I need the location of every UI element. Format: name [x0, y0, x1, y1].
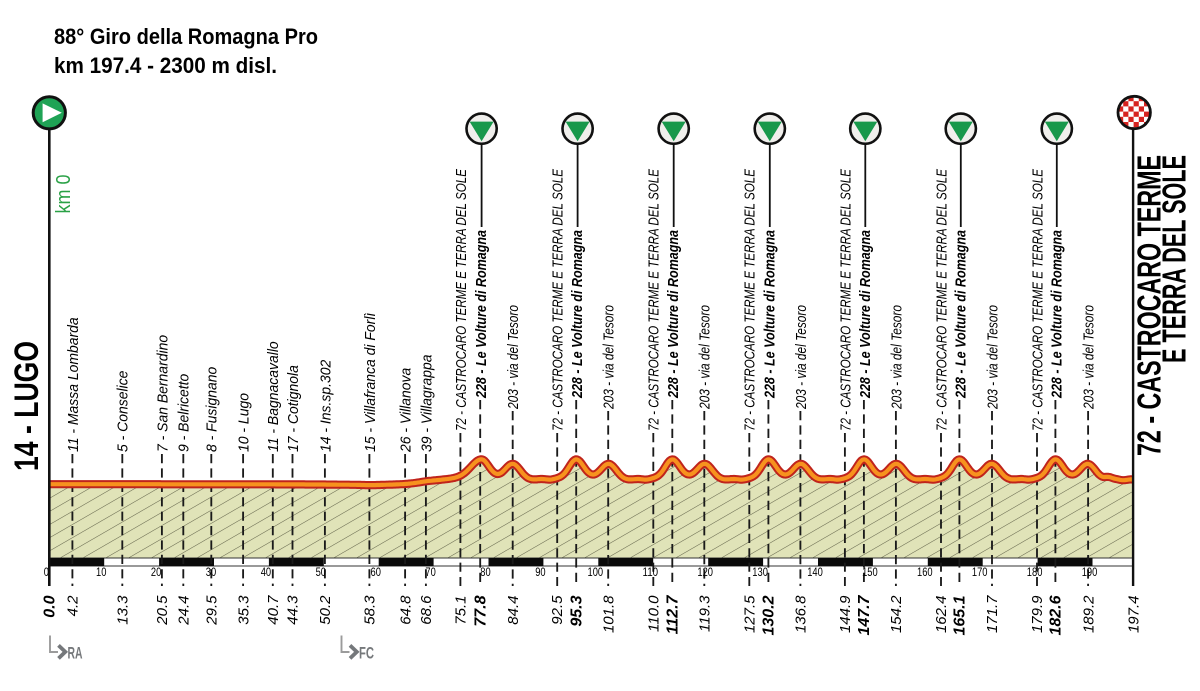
svg-text:228 - Le Volture di Romagna: 228 - Le Volture di Romagna: [1048, 230, 1065, 399]
svg-text:9 - Belricetto: 9 - Belricetto: [176, 374, 193, 452]
svg-text:120: 120: [697, 565, 713, 579]
svg-text:15 - Villafranca di Forlì: 15 - Villafranca di Forlì: [362, 313, 379, 452]
svg-text:150: 150: [862, 565, 878, 579]
svg-text:77.8: 77.8: [472, 595, 489, 626]
svg-text:11 - Massa Lombarda: 11 - Massa Lombarda: [65, 317, 82, 452]
svg-text:10: 10: [96, 565, 107, 579]
svg-text:162.4: 162.4: [933, 596, 950, 634]
svg-text:km 197.4 - 2300 m disl.: km 197.4 - 2300 m disl.: [54, 53, 277, 78]
svg-text:203 - via del Tesoro: 203 - via del Tesoro: [793, 305, 810, 410]
svg-text:189.2: 189.2: [1080, 595, 1097, 633]
svg-text:144.9: 144.9: [837, 595, 854, 633]
svg-text:FC: FC: [359, 644, 374, 663]
svg-text:72 - CASTROCARO TERME E TERRA: 72 - CASTROCARO TERME E TERRA DEL SOLE: [933, 168, 950, 431]
svg-text:39 - Villagrappa: 39 - Villagrappa: [418, 355, 435, 453]
svg-text:68.6: 68.6: [418, 595, 435, 625]
svg-text:11 - Bagnacavallo: 11 - Bagnacavallo: [265, 341, 282, 452]
svg-text:112.7: 112.7: [665, 594, 682, 634]
svg-text:84.4: 84.4: [505, 596, 522, 625]
svg-text:64.8: 64.8: [397, 595, 414, 625]
svg-text:228 - Le Volture di Romagna: 228 - Le Volture di Romagna: [761, 230, 778, 399]
svg-text:228 - Le Volture di Romagna: 228 - Le Volture di Romagna: [569, 230, 586, 399]
svg-text:5 - Conselice: 5 - Conselice: [115, 371, 132, 452]
svg-text:40.7: 40.7: [265, 595, 282, 625]
svg-text:119.3: 119.3: [697, 595, 714, 632]
svg-text:0.0: 0.0: [42, 595, 59, 617]
svg-text:60: 60: [371, 565, 382, 579]
svg-text:35.3: 35.3: [235, 595, 252, 625]
svg-text:160: 160: [917, 565, 933, 579]
svg-text:E TERRA DEL SOLE: E TERRA DEL SOLE: [1156, 155, 1193, 363]
svg-text:110: 110: [643, 565, 659, 579]
svg-text:40: 40: [261, 565, 272, 579]
svg-text:90: 90: [535, 565, 546, 579]
svg-text:136.8: 136.8: [793, 595, 810, 633]
svg-text:170: 170: [972, 565, 988, 579]
svg-text:180: 180: [1027, 565, 1043, 579]
svg-text:44.3: 44.3: [285, 595, 302, 625]
svg-text:70: 70: [425, 565, 436, 579]
svg-text:80: 80: [480, 565, 491, 579]
svg-text:100: 100: [588, 565, 604, 579]
svg-text:72 - CASTROCARO TERME E TERRA: 72 - CASTROCARO TERME E TERRA DEL SOLE: [646, 168, 663, 431]
svg-text:101.8: 101.8: [600, 595, 617, 633]
svg-text:228 - Le Volture di Romagna: 228 - Le Volture di Romagna: [665, 230, 682, 399]
svg-text:203 - via del Tesoro: 203 - via del Tesoro: [1081, 305, 1098, 410]
svg-text:75.1: 75.1: [453, 596, 470, 625]
svg-text:8 - Fusignano: 8 - Fusignano: [204, 367, 221, 452]
svg-text:13.3: 13.3: [115, 595, 132, 625]
svg-text:165.1: 165.1: [952, 595, 969, 635]
svg-text:203 - via del Tesoro: 203 - via del Tesoro: [888, 305, 905, 410]
svg-text:228 - Le Volture di Romagna: 228 - Le Volture di Romagna: [952, 230, 969, 399]
svg-text:RA: RA: [68, 644, 83, 663]
svg-text:197.4: 197.4: [1125, 596, 1142, 634]
svg-text:88° Giro della Romagna Pro: 88° Giro della Romagna Pro: [54, 24, 318, 49]
svg-text:171.7: 171.7: [984, 595, 1001, 633]
svg-text:24.4: 24.4: [176, 596, 193, 626]
svg-text:182.6: 182.6: [1048, 595, 1065, 635]
svg-text:50.2: 50.2: [317, 595, 334, 625]
svg-text:228 - Le Volture di Romagna: 228 - Le Volture di Romagna: [857, 230, 874, 399]
svg-text:30: 30: [206, 565, 217, 579]
svg-text:130: 130: [752, 565, 768, 579]
svg-text:26 - Villanova: 26 - Villanova: [398, 368, 415, 453]
svg-text:20: 20: [151, 565, 162, 579]
svg-text:190: 190: [1082, 565, 1098, 579]
svg-text:km 0: km 0: [53, 175, 75, 214]
svg-text:95.3: 95.3: [568, 595, 585, 626]
svg-text:72 - CASTROCARO TERME E TERRA: 72 - CASTROCARO TERME E TERRA DEL SOLE: [453, 168, 470, 431]
svg-text:72 - CASTROCARO TERME E TERRA: 72 - CASTROCARO TERME E TERRA DEL SOLE: [550, 168, 567, 431]
svg-text:154.2: 154.2: [888, 595, 905, 633]
svg-text:58.3: 58.3: [362, 595, 379, 625]
svg-text:130.2: 130.2: [761, 595, 778, 635]
svg-text:17 - Cotignola: 17 - Cotignola: [285, 365, 302, 452]
svg-text:179.9: 179.9: [1029, 595, 1046, 633]
svg-text:14 - Ins.sp.302: 14 - Ins.sp.302: [317, 359, 334, 452]
svg-text:72 - CASTROCARO TERME E TERRA: 72 - CASTROCARO TERME E TERRA DEL SOLE: [1029, 168, 1046, 431]
svg-text:14 - LUGO: 14 - LUGO: [8, 341, 46, 471]
svg-text:50: 50: [316, 565, 327, 579]
svg-text:203 - via del Tesoro: 203 - via del Tesoro: [984, 305, 1001, 410]
svg-text:228 - Le Volture di Romagna: 228 - Le Volture di Romagna: [473, 230, 490, 399]
svg-text:29.5: 29.5: [204, 595, 221, 626]
svg-text:203 - via del Tesoro: 203 - via del Tesoro: [505, 305, 522, 410]
svg-text:72 - CASTROCARO TERME E TERRA: 72 - CASTROCARO TERME E TERRA DEL SOLE: [742, 168, 759, 431]
svg-text:140: 140: [807, 565, 823, 579]
svg-text:7 - San Bernardino: 7 - San Bernardino: [154, 335, 171, 452]
svg-text:92.5: 92.5: [549, 595, 566, 625]
svg-text:20.5: 20.5: [154, 595, 171, 626]
svg-text:72 - CASTROCARO TERME: 72 - CASTROCARO TERME: [1131, 155, 1168, 456]
svg-text:4.2: 4.2: [65, 595, 82, 617]
svg-text:110.0: 110.0: [646, 595, 663, 632]
svg-text:10 - Lugo: 10 - Lugo: [236, 393, 253, 452]
svg-text:72 - CASTROCARO TERME E TERRA: 72 - CASTROCARO TERME E TERRA DEL SOLE: [837, 168, 854, 431]
svg-text:127.5: 127.5: [742, 595, 759, 633]
svg-text:0: 0: [44, 565, 49, 579]
svg-text:147.7: 147.7: [856, 594, 873, 635]
svg-text:203 - via del Tesoro: 203 - via del Tesoro: [601, 305, 618, 410]
svg-text:203 - via del Tesoro: 203 - via del Tesoro: [697, 305, 714, 410]
